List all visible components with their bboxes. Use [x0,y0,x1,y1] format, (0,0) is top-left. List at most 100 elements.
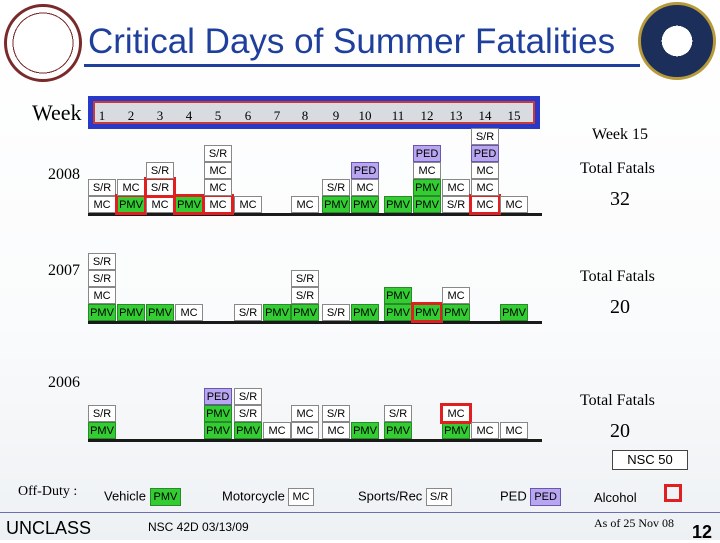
fatality-ped-cell: PED [351,162,379,179]
fatality-pmv-cell: PMV [384,196,412,213]
classification-marking: UNCLASS [6,518,92,538]
fatality-mc-cell: MC [291,196,319,213]
fatality-sr-cell: S/R [471,128,499,145]
legend-swatch: S/R [425,488,453,506]
legend-item: PED PED [500,488,561,506]
fatality-mc-cell: MC [471,162,499,179]
fatality-pmv-cell: PMV [291,304,319,321]
total-fatals-label: Total Fatals [580,392,655,409]
legend-item: Motorcycle MC [222,488,314,506]
legend-item: Vehicle PMV [104,488,182,506]
week-tick-label: 5 [214,108,222,123]
fatality-pmv-cell: PMV [413,196,441,213]
fatality-mc-cell: MC [146,196,174,213]
fatality-ped-cell: PED [471,145,499,162]
week-tick-label: 13 [449,108,463,123]
fatality-pmv-cell: PMV [384,422,412,439]
year-label: 2008 [48,166,80,183]
legend-item-label: Motorcycle [222,488,289,504]
week-tick-label: 10 [358,108,372,123]
fatality-mc-cell: MC [291,422,319,439]
fatality-mc-cell: MC [413,162,441,179]
fatality-ped-cell: PED [204,388,232,405]
fatality-sr-cell: S/R [442,196,470,213]
fatality-mc-cell: MC [234,196,262,213]
week-tick-label: 12 [420,108,434,123]
fatality-pmv-cell: PMV [234,422,262,439]
week-tick-label: 7 [273,108,281,123]
legend-swatch: PED [530,488,561,506]
week-tick-label: 3 [156,108,164,123]
week-tick-label: 11 [391,108,405,123]
fatality-mc-cell: MC [204,162,232,179]
year-label: 2006 [48,374,80,391]
week-tick-label: 9 [332,108,340,123]
week-tick-label: 1 [98,108,106,123]
fatality-sr-cell: S/R [384,405,412,422]
fatality-sr-cell: S/R [234,388,262,405]
legend-item-label: PED [500,488,531,504]
off-duty-label: Off-Duty : [18,484,78,499]
footer-rule [0,512,720,513]
fatality-pmv-cell: PMV [442,304,470,321]
total-fatals-label: Total Fatals [580,160,655,177]
fatality-mc-cell: MC [291,405,319,422]
fatality-mc-cell: MC [175,304,203,321]
year-label: 2007 [48,262,80,279]
week-tick-label: 15 [507,108,521,123]
fatality-pmv-cell: PMV [204,422,232,439]
fatality-pmv-cell: PMV [115,194,147,215]
total-fatals-value: 20 [610,296,630,318]
fatality-pmv-cell: PMV [413,179,441,196]
page-title: Critical Days of Summer Fatalities [88,22,616,61]
fatality-sr-cell: S/R [88,179,116,196]
fatality-pmv-cell: PMV [117,304,145,321]
legend-item: Alcohol [594,490,637,505]
fatality-pmv-cell: PMV [88,304,116,321]
fatality-ped-cell: PED [413,145,441,162]
week-tick-label: 14 [478,108,492,123]
fatality-mc-cell: MC [88,287,116,304]
fatality-sr-cell: S/R [291,287,319,304]
fatality-mc-cell: MC [322,422,350,439]
fatality-pmv-cell: PMV [411,302,443,323]
fatality-mc-cell: MC [471,422,499,439]
fatality-mc-cell: MC [440,403,472,424]
fatality-pmv-cell: PMV [384,304,412,321]
fatality-pmv-cell: PMV [442,422,470,439]
row-baseline [88,321,542,324]
as-of-date: As of 25 Nov 08 [594,516,674,530]
fatality-mc-cell: MC [500,422,528,439]
total-fatals-value: 32 [610,188,630,210]
fatality-mc-cell: MC [88,196,116,213]
fatality-sr-cell: S/R [234,304,262,321]
week-tick-label: 6 [244,108,252,123]
fatality-mc-cell: MC [471,179,499,196]
row-baseline [88,439,542,442]
fatality-pmv-cell: PMV [146,304,174,321]
row-baseline [88,213,542,216]
fatality-sr-cell: S/R [291,270,319,287]
week-tick-label: 8 [301,108,309,123]
fatality-sr-cell: S/R [322,405,350,422]
fatality-mc-cell: MC [117,179,145,196]
nsc-badge: NSC 50 [612,450,688,470]
legend-item-label: Alcohol [594,490,637,505]
fatality-sr-cell: S/R [144,177,176,198]
fatality-pmv-cell: PMV [500,304,528,321]
current-week-label: Week 15 [592,126,649,143]
total-fatals-value: 20 [610,420,630,442]
fatality-sr-cell: S/R [88,270,116,287]
week-bar [88,96,540,129]
total-fatals-label: Total Fatals [580,268,655,285]
legend-item-label: Sports/Rec [358,488,426,504]
fatality-mc-cell: MC [500,196,528,213]
fatality-pmv-cell: PMV [384,287,412,304]
week-tick-label: 2 [127,108,135,123]
fatality-pmv-cell: PMV [173,194,205,215]
fatality-pmv-cell: PMV [204,405,232,422]
week-tick-label: 4 [185,108,193,123]
fatality-mc-cell: MC [442,179,470,196]
fatality-pmv-cell: PMV [322,196,350,213]
legend-swatch: PMV [149,488,182,506]
